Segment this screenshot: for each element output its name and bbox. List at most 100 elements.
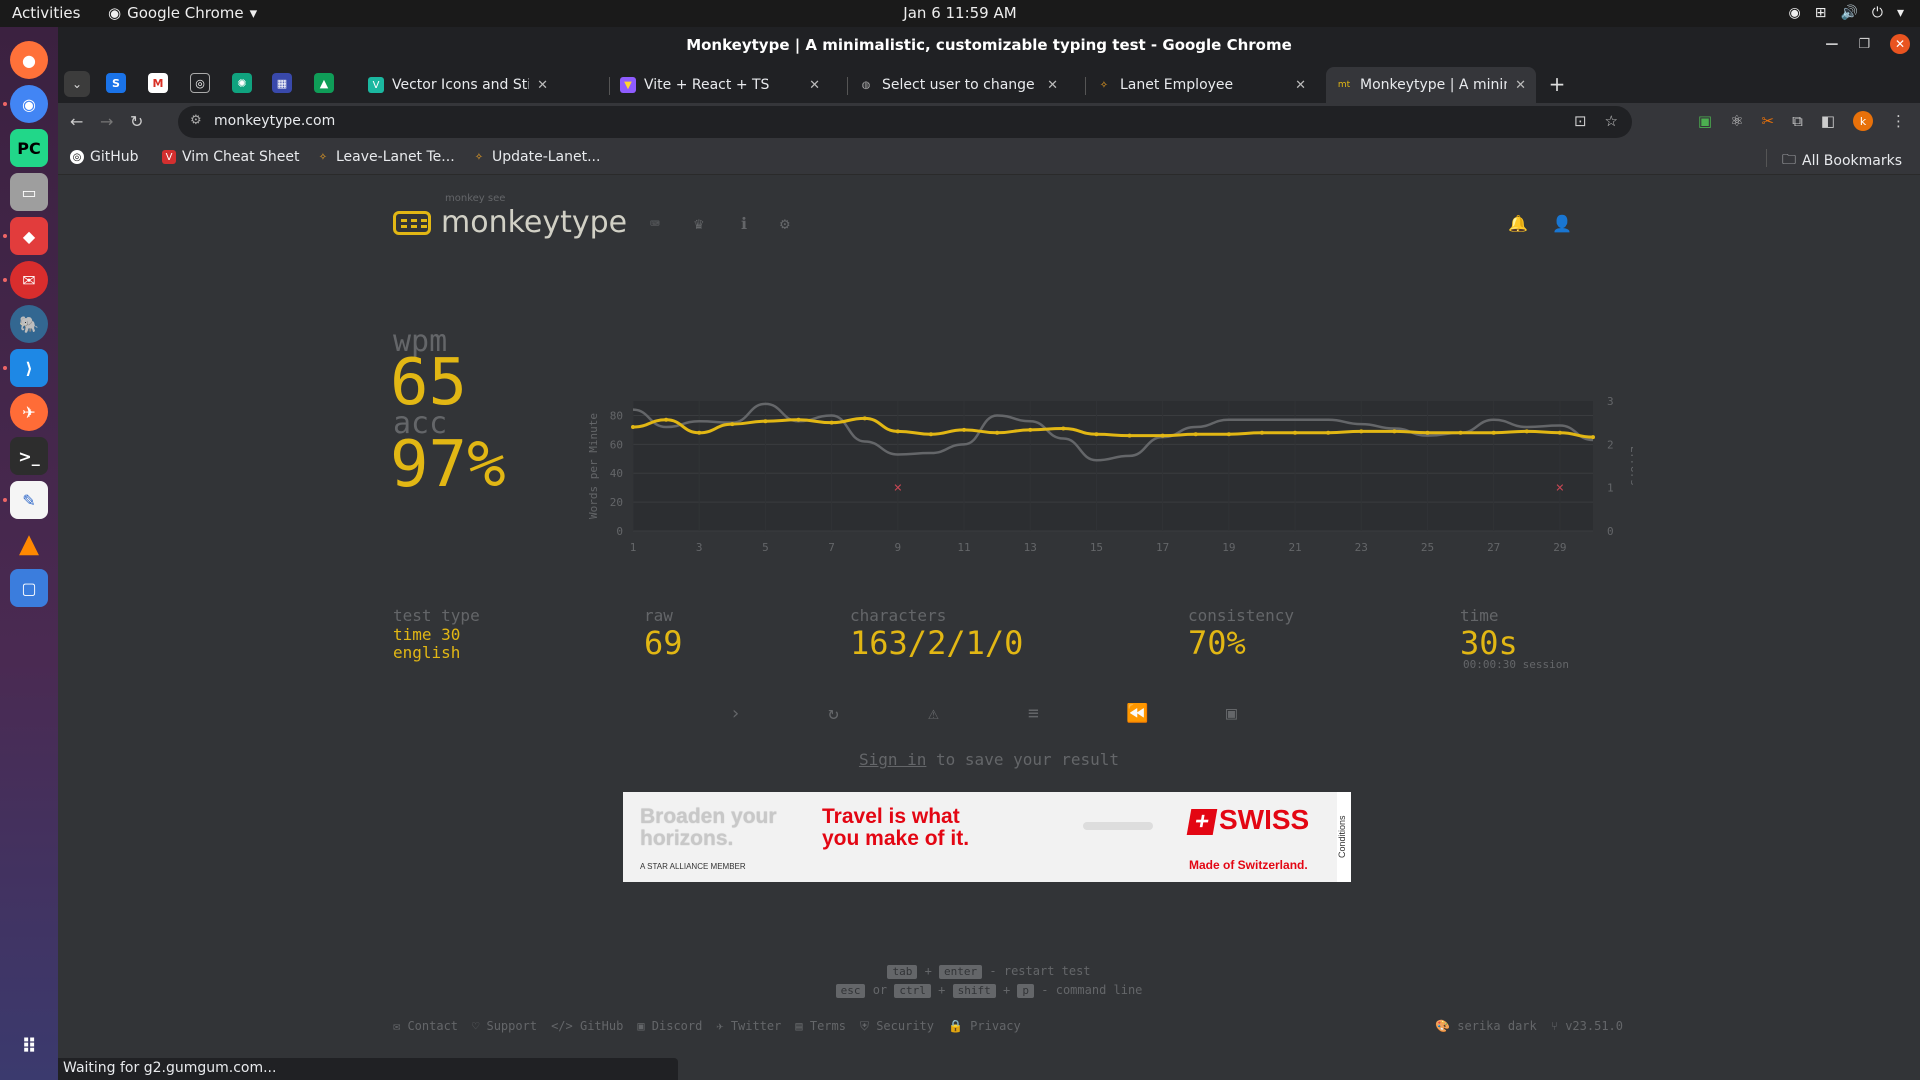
bookmark-vim[interactable]: V Vim Cheat Sheet [162,149,300,165]
chrome-menu-icon[interactable]: ⋮ [1891,112,1906,130]
extensions-puzzle-icon[interactable]: ⧉ [1792,112,1803,130]
version-link[interactable]: ⑂ v23.51.0 [1550,1019,1623,1033]
minimize-icon[interactable]: — [1825,36,1839,52]
monkeytype-page: monkey see monkeytype ⌨ ♛ ℹ ⚙ 🔔 👤 wpm 65… [58,176,1920,1080]
install-app-icon[interactable]: ⊡ [1573,112,1587,130]
ad-conditions[interactable]: Conditions [1337,792,1351,882]
hint-text: - restart test [989,964,1091,978]
advertisement[interactable]: Broaden your horizons. Travel is what yo… [623,792,1351,882]
acc-value: 97% [390,428,506,502]
tab-search-icon[interactable]: ⌄ [64,71,90,97]
footer-security[interactable]: ⛨ Security [859,1019,934,1033]
side-panel-icon[interactable]: ◧ [1820,112,1835,130]
chart-x-tick-label: 19 [1222,541,1235,554]
address-bar[interactable]: ⚙ monkeytype.com ⊡ ☆ [178,106,1632,138]
footer-link-label: GitHub [579,1019,624,1033]
screenshot-icon[interactable]: ▣ [1226,703,1237,724]
back-icon[interactable]: ← [70,112,84,131]
time-label: time [1460,606,1499,625]
pinned-tab-app[interactable]: ▦ [272,73,292,93]
chart-point-wpm [763,419,768,424]
reload-icon[interactable]: ↻ [130,112,144,131]
firefox-icon[interactable]: ● [10,41,48,79]
footer-terms[interactable]: ▤ Terms [795,1019,846,1033]
keyboard-icon[interactable]: ⌨ [650,214,660,233]
maximize-icon[interactable]: ❐ [1858,36,1870,52]
signin-link[interactable]: Sign in [858,750,927,769]
info-icon[interactable]: ℹ [741,214,748,233]
extension-2-icon[interactable]: ⚛ [1730,112,1744,130]
footer-privacy[interactable]: 🔒 Privacy [948,1019,1021,1033]
postman-icon[interactable]: ✈ [10,393,48,431]
profile-avatar[interactable]: k [1853,111,1873,131]
chrome-dock-icon[interactable]: ◉ [10,85,48,123]
vscode-icon[interactable]: ⟩ [10,349,48,387]
close-tab-icon[interactable]: ✕ [1047,77,1058,93]
consistency-value: 70% [1188,624,1246,662]
screenshot-icon[interactable]: ▢ [10,569,48,607]
settings-gear-icon[interactable]: ⚙ [780,214,790,233]
activities-button[interactable]: Activities [12,4,81,22]
monkeytype-logo[interactable]: monkey see monkeytype [393,193,627,240]
theme-switcher[interactable]: 🎨 serika dark [1435,1019,1537,1033]
extension-3-icon[interactable]: ✂ [1761,112,1775,130]
forward-icon[interactable]: → [100,112,114,131]
git-client-icon[interactable]: ◆ [10,217,48,255]
account-icon[interactable]: 👤 [1552,214,1572,233]
pinned-tab-drive[interactable]: ▲ [314,73,334,93]
next-test-icon[interactable]: › [730,703,741,724]
pinned-tab-chatgpt[interactable]: ✺ [232,73,252,93]
tab-vector-icons[interactable]: V Vector Icons and Stickers ✕ [358,67,558,103]
pinned-tab-gmail[interactable]: M [148,73,168,93]
extension-1-icon[interactable]: ▣ [1697,112,1713,130]
bookmark-github[interactable]: ◎ GitHub [70,149,139,165]
footer-github[interactable]: </> GitHub [551,1019,624,1033]
warning-icon[interactable]: ⚠ [928,703,939,724]
bookmark-star-icon[interactable]: ☆ [1604,112,1618,130]
logo-tagline: monkey see [445,193,506,204]
footer-twitter[interactable]: ✈ Twitter [716,1019,782,1033]
clock[interactable]: Jan 6 11:59 AM [903,4,1017,22]
close-tab-icon[interactable]: ✕ [1515,77,1526,93]
tab-select-user[interactable]: ◍ Select user to change | D ✕ [848,67,1068,103]
text-editor-icon[interactable]: ✎ [10,481,48,519]
close-tab-icon[interactable]: ✕ [1295,77,1306,93]
bookmark-leave-lanet[interactable]: ✧ Leave-Lanet Te... [316,149,455,165]
chart-point-wpm [1458,430,1463,435]
all-bookmarks[interactable]: 🗀 All Bookmarks [1782,149,1902,173]
notifications-bell-icon[interactable]: 🔔 [1508,214,1528,233]
footer-contact[interactable]: ✉ Contact [393,1019,459,1033]
site-info-icon[interactable]: ⚙ [190,113,202,128]
footer-link-label: Contact [407,1019,459,1033]
replay-icon[interactable]: ⏪ [1126,703,1149,724]
chart-y-tick-label: 40 [610,467,623,480]
pinned-tab-github[interactable]: ◎ [190,73,210,93]
close-tab-icon[interactable]: ✕ [809,77,820,93]
postgres-icon[interactable]: 🐘 [10,305,48,343]
consistency-label: consistency [1188,606,1294,625]
restart-icon[interactable]: ↻ [828,703,839,724]
app-menu[interactable]: ◉ Google Chrome ▾ [108,4,257,22]
tab-vite[interactable]: ▼ Vite + React + TS ✕ [610,67,830,103]
show-apps-icon[interactable]: ⠿ [21,1034,37,1058]
chart-x-tick-label: 9 [895,541,902,554]
chat-app-icon[interactable]: ✉ [10,261,48,299]
crown-icon[interactable]: ♛ [694,214,704,233]
close-window-icon[interactable]: ✕ [1890,34,1910,54]
bookmark-update-lanet[interactable]: ✧ Update-Lanet... [472,149,601,165]
pycharm-icon[interactable]: PC [10,129,48,167]
new-tab-icon[interactable]: + [1548,72,1566,96]
url-text[interactable]: monkeytype.com [214,113,336,129]
tab-monkeytype[interactable]: mt Monkeytype | A minimali ✕ [1326,67,1536,103]
words-history-icon[interactable]: ≡ [1028,703,1039,724]
files-icon[interactable]: ▭ [10,173,48,211]
pinned-tab-s[interactable]: S [106,73,126,93]
footer-support[interactable]: ♡ Support [472,1019,538,1033]
tab-lanet-employee[interactable]: ✧ Lanet Employee ✕ [1086,67,1316,103]
chart-x-tick-label: 29 [1553,541,1566,554]
system-tray[interactable]: ◉ ⊞ 🔊 ⏻ ▾ [1789,5,1905,21]
terminal-icon[interactable]: >_ [10,437,48,475]
vlc-icon[interactable]: ▲ [19,529,39,559]
close-tab-icon[interactable]: ✕ [537,77,548,93]
footer-discord[interactable]: ▣ Discord [637,1019,703,1033]
